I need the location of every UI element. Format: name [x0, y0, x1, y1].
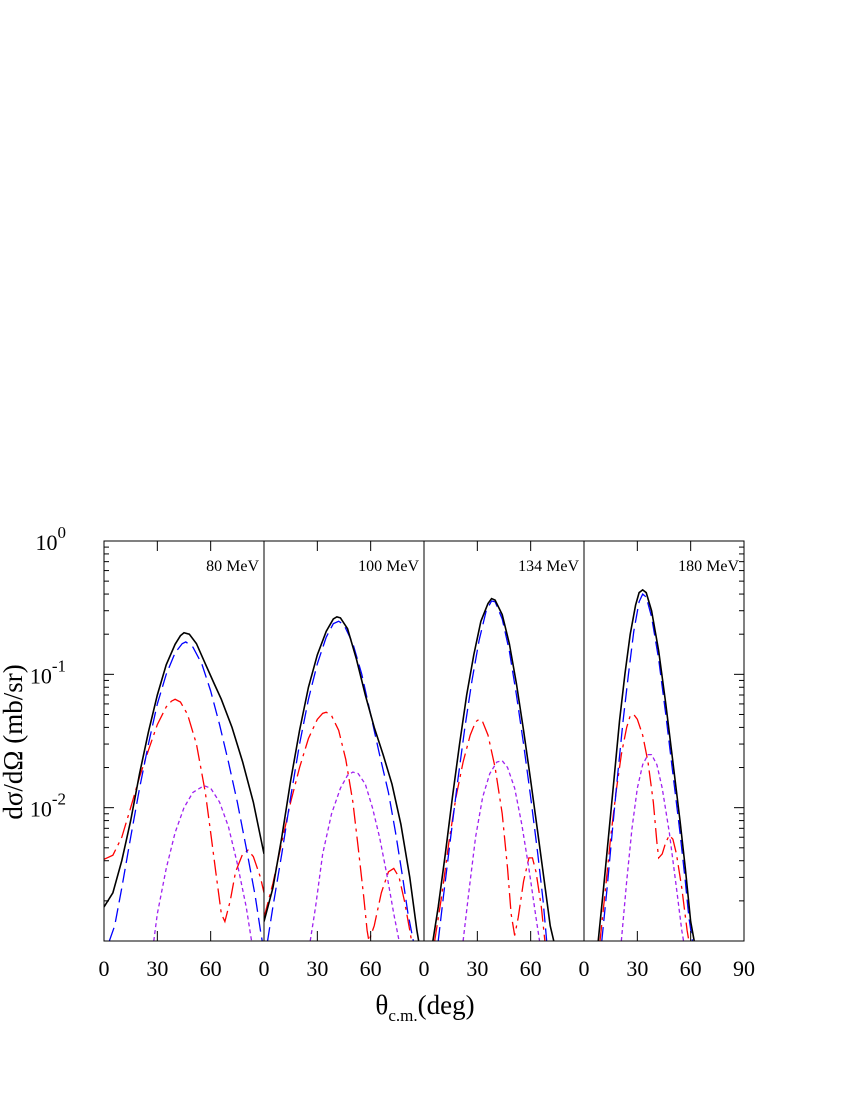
- panel-3-curve-s4: [462, 759, 541, 941]
- panel-3-curve-s1: [432, 597, 555, 941]
- y-tick-label-base: 10: [30, 797, 52, 822]
- y-tick-label-exponent: -1: [52, 656, 66, 675]
- y-tick-label-exponent: -2: [52, 790, 66, 809]
- x-tick-label: 60: [520, 956, 542, 981]
- y-axis-title: dσ/dΩ (mb/sr): [0, 664, 28, 819]
- panel-3-frame: [423, 540, 585, 942]
- y-tick-label: 100: [36, 523, 67, 555]
- x-axis-title-symbol: θ: [375, 990, 388, 1020]
- y-tick-label: 10-1: [30, 656, 66, 688]
- y-tick-label-base: 10: [36, 530, 58, 555]
- x-tick-label: 60: [200, 956, 222, 981]
- x-axis-title-subscript: c.m.: [388, 1006, 417, 1025]
- x-tick-label: 30: [146, 956, 168, 981]
- panel-1-curve-s3: [104, 698, 264, 924]
- x-tick-label: 30: [626, 956, 648, 981]
- x-tick-label: 90: [733, 956, 755, 981]
- panel-2: 100 MeV: [264, 558, 420, 941]
- panel-2-energy-label: 100 MeV: [358, 558, 419, 575]
- panel-3-curve-s2: [437, 600, 548, 941]
- x-axis-title-unit: (deg): [418, 990, 475, 1020]
- panel-3-curves: [432, 597, 555, 941]
- x-tick-label: 30: [466, 956, 488, 981]
- panel-1: 80 MeV: [104, 558, 264, 941]
- y-tick-label-exponent: 0: [58, 523, 67, 542]
- panel-1-curve-s4: [153, 785, 253, 941]
- panel-3-curve-s3: [434, 718, 546, 941]
- x-tick-label: 0: [99, 956, 110, 981]
- panel-2-curves: [264, 615, 420, 941]
- panel-4-curve-s2: [601, 593, 694, 941]
- panel-2-curve-s3: [264, 711, 413, 941]
- panel-2-curve-s4: [309, 771, 400, 941]
- panel-4-energy-label: 180 MeV: [678, 558, 739, 575]
- panel-1-curve-s2: [108, 641, 263, 941]
- panel-4: 180 MeV: [597, 558, 739, 941]
- x-axis-title: θc.m.(deg): [375, 990, 474, 1025]
- panel-4-curves: [597, 588, 696, 941]
- x-tick-label: 30: [306, 956, 328, 981]
- panel-4-curve-s3: [599, 713, 690, 941]
- panel-1-frame: [103, 540, 265, 942]
- panel-4-curve-s1: [597, 588, 696, 941]
- x-tick-label: 0: [579, 956, 590, 981]
- x-tick-label: 0: [419, 956, 430, 981]
- panel-1-curves: [104, 631, 264, 941]
- x-tick-label: 60: [360, 956, 382, 981]
- y-tick-label: 10-2: [30, 790, 66, 822]
- panel-4-frame: [583, 540, 745, 942]
- panel-1-energy-label: 80 MeV: [206, 558, 259, 575]
- panel-1-curve-s1: [104, 631, 264, 908]
- x-tick-label: 60: [680, 956, 702, 981]
- panel-3-energy-label: 134 MeV: [518, 558, 579, 575]
- panel-4-curve-s4: [620, 753, 685, 941]
- x-tick-label: 0: [259, 956, 270, 981]
- panels-layer: 80 MeV 100 MeV 134 MeV 180 MeV: [104, 558, 739, 941]
- y-tick-label-base: 10: [30, 663, 52, 688]
- panel-2-curve-s1: [264, 615, 420, 941]
- panel-3: 134 MeV: [432, 558, 579, 941]
- panel-2-curve-s2: [266, 620, 414, 941]
